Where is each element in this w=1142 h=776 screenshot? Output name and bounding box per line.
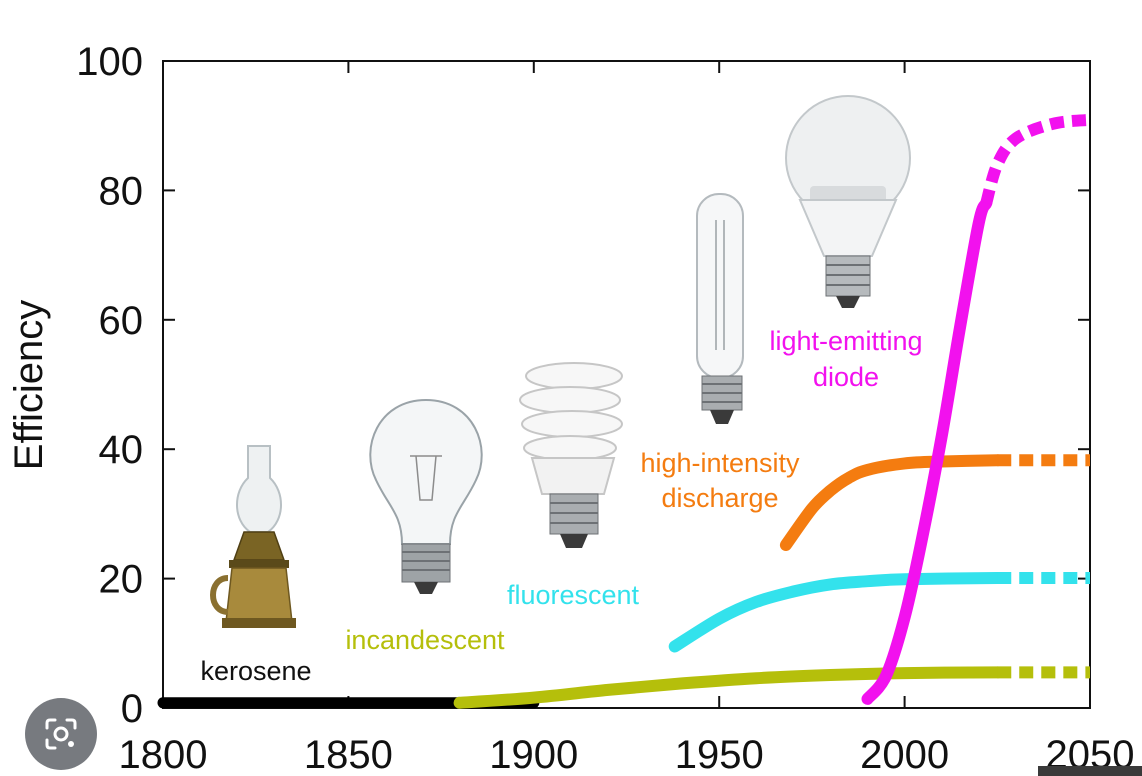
hid-label-line2: discharge bbox=[661, 483, 778, 513]
x-tick-label: 2000 bbox=[860, 733, 949, 776]
series-projection-light-emitting-diode bbox=[980, 113, 1091, 205]
series-lines bbox=[157, 113, 1091, 709]
y-tick-label: 60 bbox=[99, 299, 144, 343]
corner-overlay-strip bbox=[1038, 766, 1142, 776]
y-tick-label: 20 bbox=[99, 558, 144, 602]
x-tick-label: 1900 bbox=[489, 733, 578, 776]
y-tick-label: 100 bbox=[76, 40, 143, 84]
hid-label-line1: high-intensity bbox=[640, 448, 800, 478]
y-tick-label: 80 bbox=[99, 169, 144, 213]
series-line-incandescent bbox=[453, 666, 1004, 709]
fluorescent-label: fluorescent bbox=[507, 580, 640, 610]
incandescent-label: incandescent bbox=[345, 625, 505, 655]
incandescent-bulb-image bbox=[369, 398, 483, 594]
led-bulb-image bbox=[785, 95, 911, 308]
x-tick-label: 1800 bbox=[119, 733, 208, 776]
led-label-line2: diode bbox=[813, 362, 879, 392]
series-line-high-intensity-discharge bbox=[779, 454, 1004, 551]
y-axis-title: Efficiency bbox=[7, 300, 51, 470]
led-label-line1: light-emitting bbox=[769, 326, 922, 356]
y-tick-label: 0 bbox=[121, 687, 143, 731]
y-tick-label: 40 bbox=[99, 428, 144, 472]
kerosene-label: kerosene bbox=[200, 656, 311, 686]
x-tick-label: 1850 bbox=[304, 733, 393, 776]
hid-bulb-image bbox=[696, 193, 744, 424]
series-line-light-emitting-diode bbox=[861, 197, 993, 705]
series-line-fluorescent bbox=[668, 572, 1004, 653]
plot-frame bbox=[162, 60, 1091, 709]
x-tick-label: 1950 bbox=[675, 733, 764, 776]
kerosene-lamp-image bbox=[210, 445, 296, 628]
fluorescent-bulb-image bbox=[519, 362, 623, 548]
lens-search-icon bbox=[45, 718, 77, 750]
lens-search-button[interactable] bbox=[25, 698, 97, 770]
